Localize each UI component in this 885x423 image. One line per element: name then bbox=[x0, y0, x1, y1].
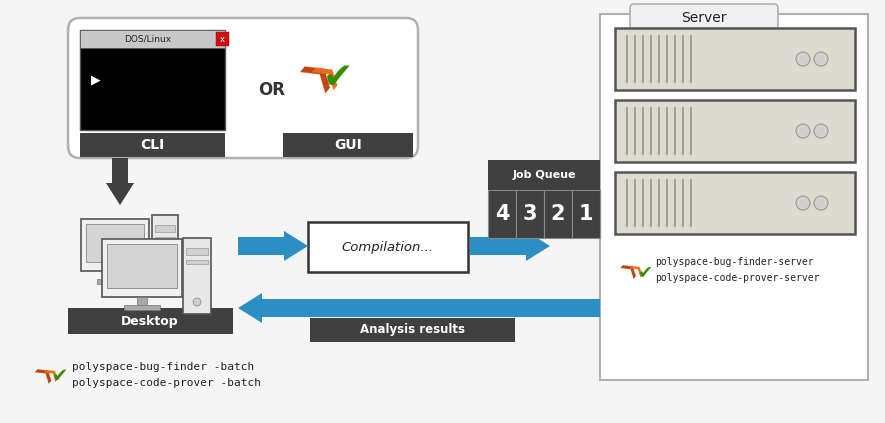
FancyBboxPatch shape bbox=[630, 4, 778, 32]
Bar bbox=[615, 28, 855, 90]
Text: polyspace-bug-finder -batch: polyspace-bug-finder -batch bbox=[72, 362, 254, 372]
Bar bbox=[283, 133, 413, 157]
Bar bbox=[80, 30, 225, 48]
Bar bbox=[615, 172, 855, 234]
Text: GUI: GUI bbox=[335, 138, 362, 152]
Bar bbox=[97, 279, 133, 284]
Bar bbox=[544, 190, 572, 238]
Text: ❯: ❯ bbox=[32, 360, 56, 384]
Bar bbox=[137, 297, 147, 305]
Text: ❯: ❯ bbox=[296, 51, 339, 93]
Text: OR: OR bbox=[258, 81, 286, 99]
Bar bbox=[80, 133, 225, 157]
Text: ✔: ✔ bbox=[323, 61, 353, 95]
Text: x: x bbox=[219, 35, 225, 44]
Circle shape bbox=[814, 196, 828, 210]
Bar bbox=[68, 308, 233, 334]
Text: Desktop: Desktop bbox=[121, 314, 179, 327]
Text: ❯: ❯ bbox=[618, 257, 641, 279]
Bar bbox=[488, 160, 600, 190]
Bar bbox=[310, 318, 515, 342]
Bar bbox=[80, 30, 225, 130]
Text: ❯: ❯ bbox=[42, 362, 62, 382]
Text: ✔: ✔ bbox=[638, 263, 653, 281]
Circle shape bbox=[161, 269, 169, 277]
Bar bbox=[216, 32, 229, 46]
Bar bbox=[110, 271, 120, 279]
Text: Job Queue: Job Queue bbox=[512, 170, 576, 180]
Text: ✔: ✔ bbox=[52, 366, 68, 385]
Bar bbox=[186, 260, 208, 264]
Bar bbox=[102, 239, 182, 297]
FancyBboxPatch shape bbox=[68, 18, 418, 158]
Bar bbox=[155, 225, 175, 232]
Polygon shape bbox=[106, 183, 134, 205]
Bar bbox=[186, 248, 208, 255]
Bar bbox=[183, 238, 211, 314]
Bar bbox=[470, 237, 526, 255]
Polygon shape bbox=[526, 231, 550, 261]
Circle shape bbox=[193, 298, 201, 306]
Text: Analysis results: Analysis results bbox=[359, 324, 465, 337]
Text: polyspace-code-prover -batch: polyspace-code-prover -batch bbox=[72, 378, 261, 388]
Text: ▶: ▶ bbox=[91, 74, 101, 86]
Bar bbox=[124, 305, 160, 310]
Text: 1: 1 bbox=[579, 204, 593, 224]
Bar bbox=[107, 244, 177, 288]
Circle shape bbox=[796, 52, 810, 66]
Bar bbox=[152, 215, 178, 285]
Bar bbox=[488, 190, 516, 238]
Bar bbox=[81, 219, 149, 271]
Bar bbox=[155, 237, 175, 241]
Text: polyspace-code-prover-server: polyspace-code-prover-server bbox=[655, 273, 820, 283]
Circle shape bbox=[796, 124, 810, 138]
Bar bbox=[238, 237, 284, 255]
Circle shape bbox=[814, 124, 828, 138]
Polygon shape bbox=[284, 231, 308, 261]
Bar bbox=[86, 224, 144, 262]
Text: ❯: ❯ bbox=[628, 259, 646, 277]
Text: ❯: ❯ bbox=[309, 54, 345, 90]
Bar bbox=[572, 190, 600, 238]
Bar bbox=[112, 158, 128, 183]
Bar bbox=[516, 190, 544, 238]
Text: Server: Server bbox=[681, 11, 727, 25]
Text: 2: 2 bbox=[550, 204, 566, 224]
Bar bbox=[262, 299, 600, 317]
Text: 3: 3 bbox=[523, 204, 537, 224]
Bar bbox=[615, 100, 855, 162]
Text: Compilation...: Compilation... bbox=[342, 241, 434, 253]
Bar bbox=[600, 14, 868, 380]
Text: CLI: CLI bbox=[140, 138, 164, 152]
Circle shape bbox=[814, 52, 828, 66]
Text: DOS/Linux: DOS/Linux bbox=[125, 35, 172, 44]
Bar bbox=[308, 222, 468, 272]
Text: polyspace-bug-finder-server: polyspace-bug-finder-server bbox=[655, 257, 813, 267]
Circle shape bbox=[796, 196, 810, 210]
Text: 4: 4 bbox=[495, 204, 509, 224]
Polygon shape bbox=[238, 293, 262, 323]
